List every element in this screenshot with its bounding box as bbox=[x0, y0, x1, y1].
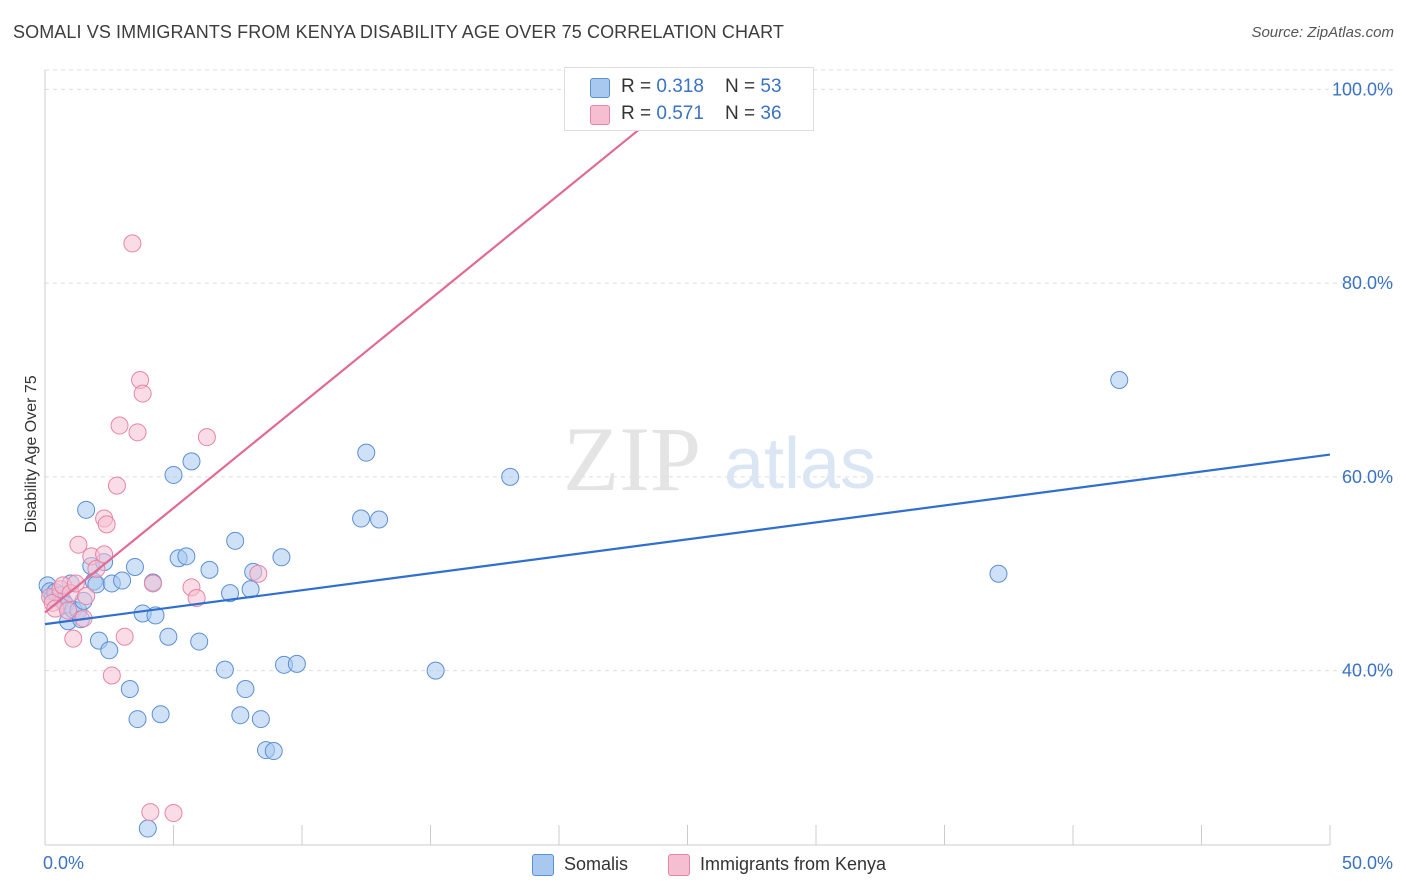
n-label: N = bbox=[725, 103, 761, 124]
r-label: R = bbox=[621, 103, 657, 124]
y-tick-label: 80.0% bbox=[1342, 273, 1393, 293]
chart-title: SOMALI VS IMMIGRANTS FROM KENYA DISABILI… bbox=[13, 22, 785, 42]
somali-point bbox=[501, 467, 520, 486]
axis-layer bbox=[44, 70, 1331, 846]
somali-point bbox=[125, 557, 144, 576]
somali-point bbox=[426, 661, 445, 680]
somali-point bbox=[287, 654, 306, 673]
kenya-points bbox=[41, 80, 684, 823]
somali-point bbox=[357, 443, 376, 462]
somali-point bbox=[989, 564, 1008, 583]
series-legend: Somalis Immigrants from Kenya bbox=[0, 851, 1406, 877]
somali-point bbox=[215, 660, 234, 679]
kenya-point bbox=[77, 587, 96, 606]
n-label: N = bbox=[725, 76, 761, 97]
kenya-point bbox=[69, 535, 88, 554]
kenya-swatch bbox=[590, 105, 610, 125]
legend-label-kenya: Immigrants from Kenya bbox=[700, 854, 887, 874]
y-tick-label: 40.0% bbox=[1342, 661, 1393, 681]
kenya-point bbox=[59, 601, 78, 620]
somali-point bbox=[251, 710, 270, 729]
kenya-point bbox=[141, 803, 160, 822]
somali-point bbox=[177, 547, 196, 566]
kenya-point bbox=[102, 666, 121, 685]
x-tick-label: 50.0% bbox=[1342, 853, 1393, 873]
somali-point bbox=[190, 632, 209, 651]
somali-point bbox=[200, 560, 219, 579]
somali-point bbox=[231, 706, 250, 725]
correlation-legend: R = 0.318 N = 53 R = 0.571 N = 36 bbox=[564, 67, 814, 131]
somali-point bbox=[100, 641, 119, 660]
somali-point bbox=[226, 531, 245, 550]
kenya-point bbox=[197, 428, 216, 447]
r-label: R = bbox=[621, 76, 657, 97]
somali-point bbox=[113, 571, 132, 590]
kenya-point bbox=[133, 384, 152, 403]
y-tick-label: 60.0% bbox=[1342, 467, 1393, 487]
legend-stats-somali: R = 0.318 N = 53 bbox=[621, 74, 782, 100]
somali-point bbox=[138, 819, 157, 838]
kenya-point bbox=[164, 804, 183, 823]
somali-point bbox=[264, 742, 283, 761]
y-tick-label: 100.0% bbox=[1332, 79, 1393, 99]
legend-stats-kenya: R = 0.571 N = 36 bbox=[621, 101, 782, 127]
kenya-point bbox=[97, 515, 116, 534]
grid-layer bbox=[45, 69, 1395, 672]
kenya-point bbox=[128, 423, 147, 442]
kenya-trend-line bbox=[44, 78, 702, 614]
kenya-point bbox=[123, 234, 142, 253]
kenya-swatch bbox=[668, 854, 690, 876]
watermark-zip: ZIP bbox=[563, 408, 701, 510]
watermark: ZIP atlas bbox=[563, 408, 876, 510]
somali-point bbox=[120, 680, 139, 699]
somali-point bbox=[236, 680, 255, 699]
somali-point bbox=[77, 500, 96, 519]
somali-swatch bbox=[590, 78, 610, 98]
r-value: 0.318 bbox=[656, 76, 704, 97]
kenya-point bbox=[66, 574, 85, 593]
kenya-point bbox=[95, 545, 114, 564]
watermark-atlas: atlas bbox=[724, 424, 876, 504]
kenya-point bbox=[107, 476, 126, 495]
somali-point bbox=[352, 509, 371, 528]
x-tick-label: 0.0% bbox=[43, 853, 84, 873]
somali-point bbox=[151, 705, 170, 724]
somali-point bbox=[370, 510, 389, 529]
r-value: 0.571 bbox=[656, 103, 704, 124]
legend-label-somalis: Somalis bbox=[564, 854, 629, 874]
n-value: 53 bbox=[760, 76, 782, 97]
somali-point bbox=[1110, 371, 1129, 389]
somali-point bbox=[221, 584, 240, 603]
somali-point bbox=[128, 710, 147, 729]
somali-point bbox=[164, 465, 183, 484]
somali-trend-line bbox=[44, 453, 1331, 626]
kenya-point bbox=[143, 574, 162, 593]
somali-point bbox=[182, 452, 201, 471]
kenya-point bbox=[115, 627, 134, 646]
kenya-point bbox=[64, 629, 83, 648]
n-value: 36 bbox=[760, 103, 782, 124]
kenya-point bbox=[187, 588, 206, 607]
kenya-point bbox=[249, 564, 268, 583]
somali-point bbox=[272, 548, 291, 567]
kenya-point bbox=[110, 416, 129, 435]
somali-point bbox=[159, 627, 178, 646]
somali-swatch bbox=[532, 854, 554, 876]
y-axis-label: Disability Age Over 75 bbox=[23, 375, 40, 533]
trend-lines bbox=[44, 78, 1331, 626]
source-label: Source: ZipAtlas.com bbox=[1251, 24, 1394, 41]
tick-labels: 40.0% 60.0% 80.0% 100.0% 0.0% 50.0% bbox=[43, 79, 1393, 873]
